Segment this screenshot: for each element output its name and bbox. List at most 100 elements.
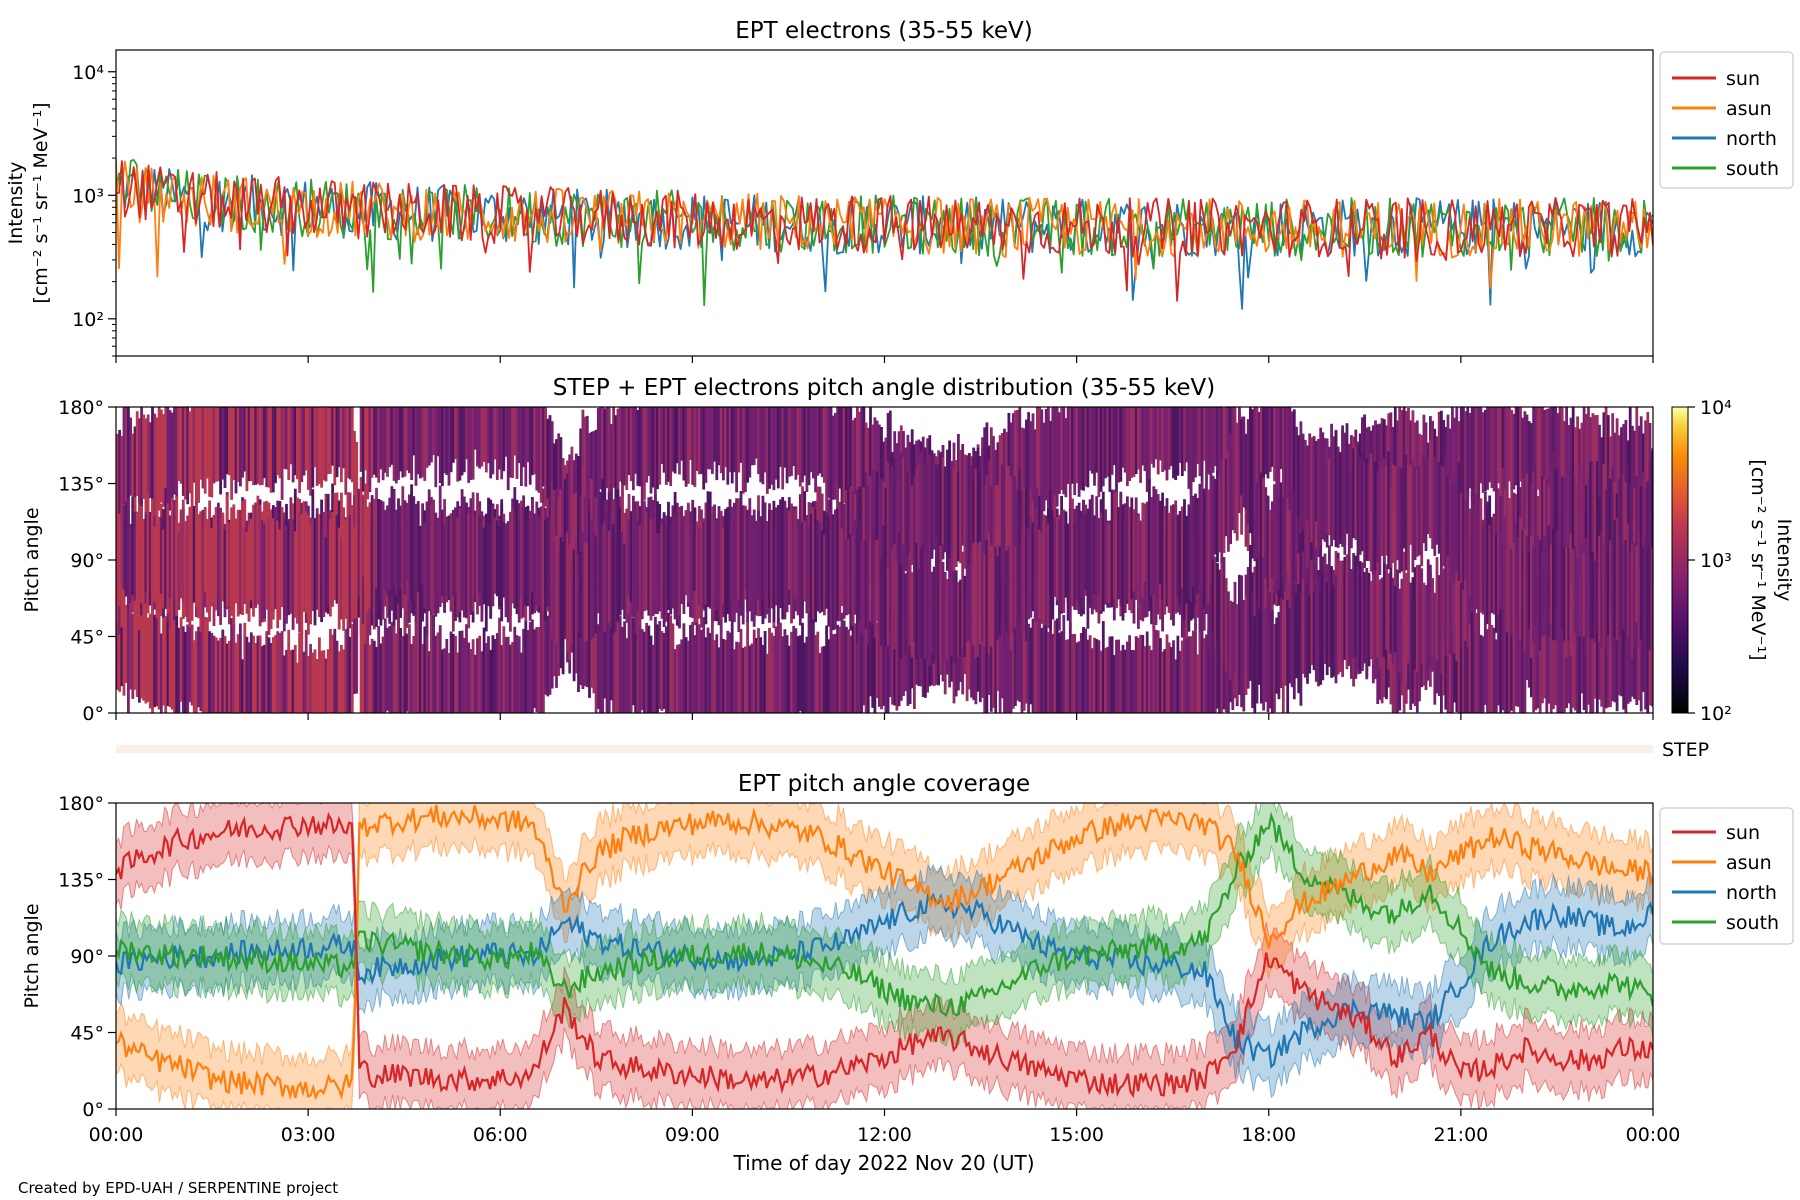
heatmap-cell [274,519,277,606]
heatmap-cell [686,502,690,603]
heatmap-cell [728,407,732,473]
heatmap-cell [1257,530,1261,638]
heatmap-cell [201,407,205,489]
heatmap-cell [1104,648,1107,713]
heatmap-cell [801,522,804,619]
heatmap-cell [700,407,703,474]
heatmap-cell [568,462,572,583]
heatmap-cell [414,508,418,585]
heatmap-cell [1545,594,1549,713]
heatmap-cell [1620,499,1623,576]
heatmap-cell [1246,419,1250,525]
heatmap-cell [425,407,429,468]
heatmap-cell [1176,407,1180,476]
heatmap-cell [203,407,207,494]
heatmap-cell [1378,579,1382,668]
heatmap-cell [210,527,214,607]
heatmap-cell [1253,407,1257,513]
heatmap-cell [1270,407,1274,467]
heatmap-cell [1574,475,1577,558]
heatmap-cell [1554,528,1557,641]
heatmap-cell [1576,416,1579,518]
heatmap-cell [1459,493,1463,584]
heatmap-cell [1563,547,1566,641]
heatmap-cell [711,407,714,474]
heatmap-cell [335,407,339,478]
heatmap-cell [331,512,334,607]
heatmap-cell [1053,620,1057,713]
heatmap-cell [1611,467,1615,576]
heatmap-cell [880,626,883,710]
heatmap-cell [1064,639,1068,713]
heatmap-cell [836,508,839,622]
heatmap-cell [361,611,365,713]
heatmap-cell [263,523,266,619]
panel1-title: EPT electrons (35-55 keV) [735,18,1032,44]
heatmap-cell [1624,420,1628,539]
heatmap-cell [858,518,861,622]
heatmap-cell [1646,481,1650,572]
heatmap-cell [1055,517,1059,601]
heatmap-cell [267,517,271,635]
heatmap-cell [1086,407,1090,488]
heatmap-cell [779,622,782,713]
heatmap-cell [438,625,442,713]
heatmap-cell [401,636,405,713]
heatmap-cell [983,427,987,538]
heatmap-cell [473,654,477,713]
heatmap-cell [1110,489,1114,608]
heatmap-cell [140,613,143,699]
heatmap-cell [1022,619,1026,711]
heatmap-cell [1628,552,1632,651]
heatmap-cell [1536,496,1540,572]
heatmap-cell [643,500,646,612]
heatmap-cell [280,507,284,607]
heatmap-cell [1499,530,1503,610]
heatmap-cell [860,602,864,713]
heatmap-cell [967,563,971,641]
heatmap-cell [1582,553,1586,637]
heatmap-cell [533,629,536,708]
heatmap-cell [755,407,758,459]
heatmap-cell [1044,408,1048,501]
heatmap-cell [1220,607,1224,713]
heatmap-cell [1595,460,1599,576]
heatmap-cell [1104,407,1107,479]
series-south-line [116,158,1653,307]
heatmap-cell [1077,641,1081,713]
heatmap-cell [1099,407,1103,492]
heatmap-cell [1257,609,1261,685]
heatmap-cell [458,407,462,481]
heatmap-cell [1512,605,1516,713]
heatmap-cell [700,630,703,713]
heatmap-cell [1391,618,1395,713]
heatmap-cell [197,407,200,503]
heatmap-cell [1631,544,1634,659]
heatmap-cell [1565,547,1568,658]
x-tick-label: 06:00 [473,1124,528,1146]
heatmap-cell [961,469,965,546]
heatmap-cell [1547,525,1551,637]
heatmap-cell [546,418,550,511]
heatmap-cell [1644,488,1647,565]
heatmap-cell [588,509,591,631]
x-tick-label: 09:00 [665,1124,720,1146]
heatmap-cell [447,407,451,486]
heatmap-cell [1330,576,1333,678]
heatmap-cell [155,615,159,707]
heatmap-cell [1167,642,1171,713]
heatmap-cell [324,537,328,613]
heatmap-cell [728,499,732,618]
heatmap-cell [1341,425,1344,547]
heatmap-cell [1617,527,1621,638]
heatmap-cell [1244,595,1248,695]
heatmap-cell [524,407,528,487]
heatmap-cell [1020,631,1024,713]
pa-ytick-label: 180° [58,793,104,815]
heatmap-cell [583,598,587,687]
heatmap-cell [915,469,918,572]
heatmap-cell [1501,467,1505,588]
heatmap-cell [386,505,389,596]
heatmap-cell [500,407,504,480]
heatmap-cell [1492,407,1496,492]
